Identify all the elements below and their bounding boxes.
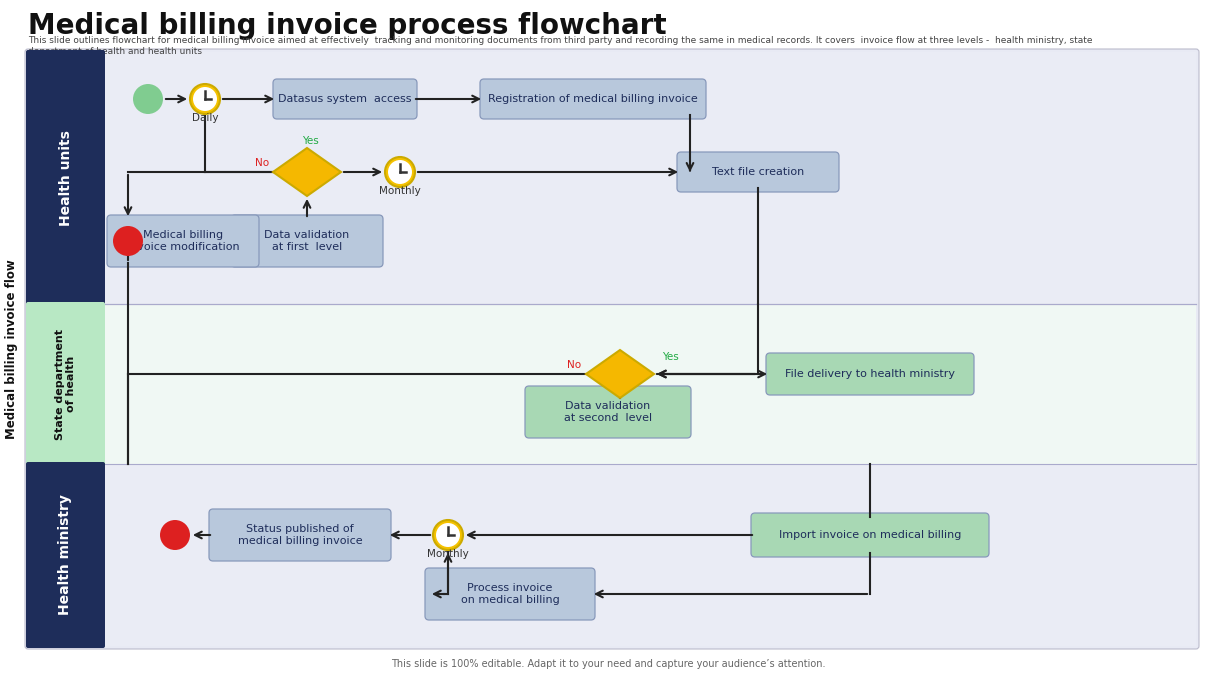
Circle shape	[385, 157, 415, 187]
Text: State department
of health: State department of health	[55, 328, 77, 440]
FancyBboxPatch shape	[103, 464, 1197, 646]
Circle shape	[190, 84, 220, 114]
Circle shape	[388, 160, 412, 184]
FancyBboxPatch shape	[274, 79, 417, 119]
Text: Monthly: Monthly	[379, 186, 421, 196]
FancyBboxPatch shape	[26, 302, 105, 466]
Circle shape	[437, 523, 460, 547]
Text: Process invoice
on medical billing: Process invoice on medical billing	[461, 583, 559, 605]
FancyBboxPatch shape	[209, 509, 392, 561]
Text: This slide is 100% editable. Adapt it to your need and capture your audience’s a: This slide is 100% editable. Adapt it to…	[390, 659, 826, 669]
Circle shape	[161, 520, 190, 550]
Circle shape	[433, 520, 463, 550]
Text: Yes: Yes	[302, 136, 319, 146]
Text: Import invoice on medical billing: Import invoice on medical billing	[778, 530, 961, 540]
Text: Status published of
medical billing invoice: Status published of medical billing invo…	[237, 524, 362, 546]
FancyBboxPatch shape	[751, 513, 989, 557]
Text: Medical billing invoice process flowchart: Medical billing invoice process flowchar…	[28, 12, 666, 40]
FancyBboxPatch shape	[766, 353, 974, 395]
Text: Medical billing invoice flow: Medical billing invoice flow	[6, 259, 18, 439]
FancyBboxPatch shape	[525, 386, 691, 438]
Circle shape	[193, 87, 216, 111]
FancyBboxPatch shape	[26, 462, 105, 648]
Text: Medical billing
invoice modification: Medical billing invoice modification	[126, 231, 240, 252]
Text: Yes: Yes	[662, 352, 679, 362]
Circle shape	[133, 84, 163, 114]
FancyBboxPatch shape	[231, 215, 383, 267]
Text: Health ministry: Health ministry	[58, 495, 73, 616]
FancyBboxPatch shape	[677, 152, 839, 192]
Polygon shape	[586, 350, 654, 398]
Text: Monthly: Monthly	[427, 549, 469, 559]
Text: No: No	[567, 360, 581, 370]
Polygon shape	[274, 148, 340, 196]
Text: Text file creation: Text file creation	[711, 167, 804, 177]
FancyBboxPatch shape	[480, 79, 706, 119]
Circle shape	[113, 226, 143, 256]
Text: Daily: Daily	[192, 113, 218, 123]
FancyBboxPatch shape	[26, 50, 105, 306]
Text: Datasus system  access: Datasus system access	[278, 94, 412, 104]
Text: Data validation
at first  level: Data validation at first level	[264, 231, 350, 252]
Text: File delivery to health ministry: File delivery to health ministry	[786, 369, 955, 379]
Text: Data validation
at second  level: Data validation at second level	[564, 402, 652, 423]
FancyBboxPatch shape	[426, 568, 595, 620]
FancyBboxPatch shape	[103, 52, 1197, 304]
FancyBboxPatch shape	[107, 215, 259, 267]
Text: Registration of medical billing invoice: Registration of medical billing invoice	[488, 94, 698, 104]
Text: This slide outlines flowchart for medical billing invoice aimed at effectively  : This slide outlines flowchart for medica…	[28, 36, 1092, 57]
Text: Health units: Health units	[58, 130, 73, 226]
FancyBboxPatch shape	[103, 304, 1197, 464]
FancyBboxPatch shape	[26, 49, 1199, 649]
Text: No: No	[255, 158, 269, 168]
